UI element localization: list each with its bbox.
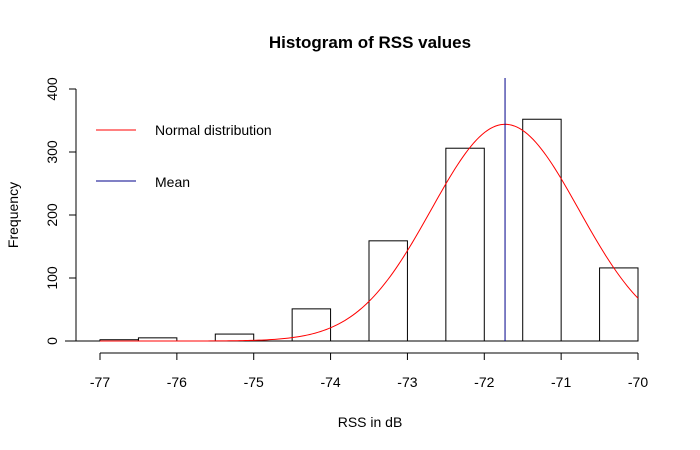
histogram-bar [599,267,639,342]
y-tick-label: 300 [44,140,60,164]
legend: Normal distribution Mean [96,122,272,190]
x-axis: -77 -76 -75 -74 -73 -72 -71 -70 [90,352,648,390]
x-axis-label: RSS in dB [338,414,403,430]
normal-distribution-curve [100,123,639,342]
x-tick-label: -71 [551,374,571,390]
legend-label-normal-distribution: Normal distribution [155,122,272,138]
histogram-bar [368,240,408,342]
histogram-bars [65,118,639,342]
histogram-bar [291,308,332,342]
chart-title: Histogram of RSS values [269,33,471,52]
y-tick-label: 400 [44,77,60,101]
x-tick-label: -70 [628,374,648,390]
x-tick-label: -73 [397,374,417,390]
y-axis: 0 100 200 300 400 [44,77,77,345]
histogram-bar [214,333,255,342]
x-tick-label: -72 [474,374,494,390]
x-tick-label: -75 [244,374,264,390]
histogram-bar [522,118,562,342]
y-tick-label: 0 [44,337,60,345]
x-tick-label: -77 [90,374,110,390]
y-axis-label: Frequency [5,182,21,248]
x-tick-label: -76 [167,374,187,390]
y-tick-label: 100 [44,266,60,290]
x-tick-label: -74 [320,374,340,390]
y-tick-label: 200 [44,203,60,227]
histogram-bar [445,147,485,342]
legend-label-mean: Mean [155,174,190,190]
